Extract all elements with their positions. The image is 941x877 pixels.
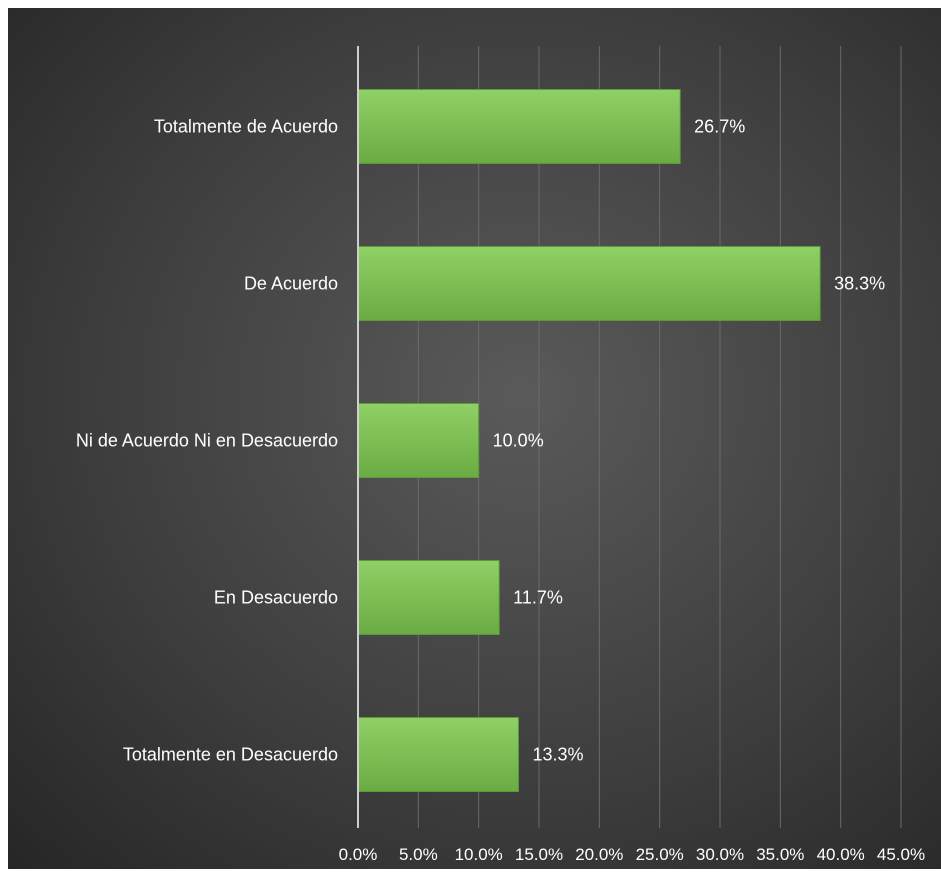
bar-en-desacuerdo	[357, 560, 500, 635]
bars	[357, 89, 821, 792]
x-tick-label-35: 35.0%	[756, 845, 804, 864]
data-label-totalmente-de-acuerdo: 26.7%	[694, 117, 745, 137]
category-label-ni-de-acuerdo-ni-en-desacuerdo: Ni de Acuerdo Ni en Desacuerdo	[76, 431, 338, 451]
x-tick-label-20: 20.0%	[575, 845, 623, 864]
chart-area: Totalmente de Acuerdo De Acuerdo Ni de Acu…	[8, 8, 941, 869]
x-tick-label-45: 45.0%	[877, 845, 925, 864]
category-label-de-acuerdo: De Acuerdo	[244, 274, 338, 294]
category-label-totalmente-de-acuerdo: Totalmente de Acuerdo	[154, 117, 338, 137]
category-labels: Totalmente de Acuerdo De Acuerdo Ni de Acu…	[76, 117, 338, 765]
data-label-en-desacuerdo: 11.7%	[513, 588, 563, 608]
x-tick-label-15: 15.0%	[515, 845, 563, 864]
x-tick-label-10: 10.0%	[455, 845, 503, 864]
x-tick-labels: 0.0% 5.0% 10.0% 15.0% 20.0% 25.0% 30.0% 35.0% 40…	[339, 845, 925, 864]
x-tick-label-0: 0.0%	[339, 845, 378, 864]
gridlines	[417, 46, 902, 828]
x-tick-label-30: 30.0%	[696, 845, 744, 864]
x-tick-label-25: 25.0%	[636, 845, 684, 864]
bar-de-acuerdo	[357, 246, 821, 321]
category-label-en-desacuerdo: En Desacuerdo	[214, 588, 338, 608]
category-label-totalmente-en-desacuerdo: Totalmente en Desacuerdo	[123, 745, 338, 765]
data-labels: 26.7% 38.3% 10.0% 11.7% 13.3%	[493, 117, 886, 765]
data-label-de-acuerdo: 38.3%	[834, 274, 885, 294]
data-label-ni-de-acuerdo-ni-en-desacuerdo: 10.0%	[493, 431, 544, 451]
bar-totalmente-de-acuerdo	[357, 89, 681, 164]
bar-ni-de-acuerdo-ni-en-desacuerdo	[357, 403, 480, 478]
bar-totalmente-en-desacuerdo	[357, 717, 519, 792]
data-label-totalmente-en-desacuerdo: 13.3%	[532, 745, 583, 765]
x-tick-label-40: 40.0%	[817, 845, 865, 864]
bar-chart: Totalmente de Acuerdo De Acuerdo Ni de Acu…	[76, 46, 925, 864]
x-tick-label-5: 5.0%	[399, 845, 438, 864]
